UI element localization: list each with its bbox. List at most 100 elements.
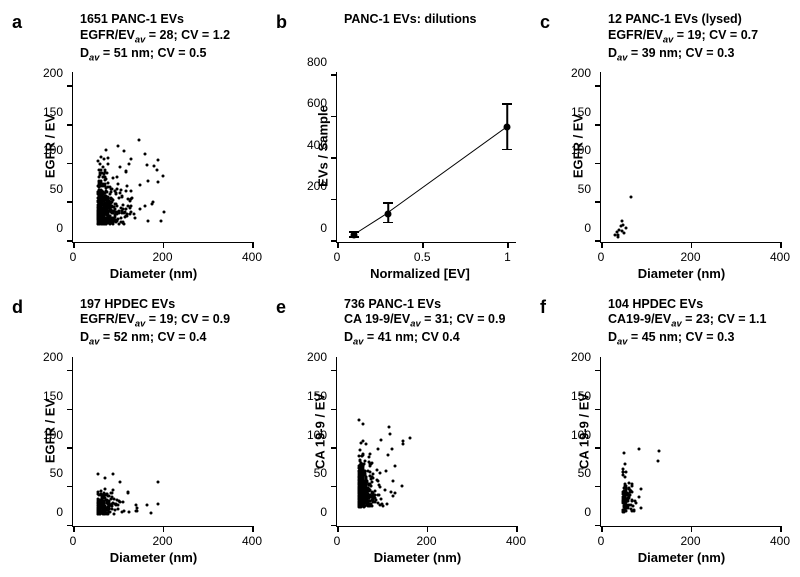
panel-letter: a (12, 12, 22, 33)
panel-title: 197 HPDEC EVsEGFR/EVav = 19; CV = 0.9Dav… (80, 297, 258, 349)
plot-area: 0200400050100150200 (600, 357, 780, 528)
data-point (624, 226, 627, 229)
data-point (106, 172, 109, 175)
y-tick-label: 50 (50, 466, 63, 480)
data-point (125, 189, 128, 192)
data-point (623, 452, 626, 455)
data-point (138, 139, 141, 142)
x-tick-label: 0 (334, 534, 341, 548)
data-point (371, 461, 374, 464)
data-point (388, 432, 391, 435)
data-point (367, 489, 370, 492)
data-point (100, 207, 103, 210)
data-point (106, 182, 109, 185)
data-point (631, 490, 634, 493)
y-tick-label: 200 (571, 66, 591, 80)
x-tick-label: 0 (70, 250, 77, 264)
data-point (639, 488, 642, 491)
plot-area: 0200400050100150200 (72, 72, 252, 243)
data-point (101, 191, 104, 194)
data-point (367, 495, 370, 498)
data-point (631, 483, 634, 486)
data-point (103, 182, 106, 185)
data-point (146, 219, 149, 222)
data-point (103, 508, 106, 511)
y-tick-label: 200 (307, 350, 327, 364)
data-point (358, 419, 361, 422)
data-point (143, 153, 146, 156)
data-point (132, 213, 135, 216)
data-point (109, 217, 112, 220)
data-point (378, 504, 381, 507)
data-point (101, 498, 104, 501)
data-point (368, 474, 371, 477)
data-point (368, 465, 371, 468)
data-point (117, 218, 120, 221)
data-point (394, 465, 397, 468)
data-point (102, 222, 105, 225)
data-point (367, 456, 370, 459)
data-point (110, 206, 113, 209)
data-point (373, 490, 376, 493)
data-point (145, 504, 148, 507)
data-point (98, 172, 101, 175)
panel-d: d 197 HPDEC EVsEGFR/EVav = 19; CV = 0.9Da… (10, 295, 262, 568)
data-point (378, 486, 381, 489)
data-marker (504, 124, 511, 131)
data-point (106, 202, 109, 205)
y-axis-label: EVs / Sample (315, 105, 330, 187)
data-point (135, 510, 138, 513)
data-point (135, 503, 138, 506)
data-point (402, 443, 405, 446)
y-tick-label: 0 (56, 505, 63, 519)
data-point (621, 219, 624, 222)
x-axis-label: Diameter (nm) (110, 266, 197, 281)
data-point (634, 499, 637, 502)
data-point (97, 189, 100, 192)
data-point (112, 223, 115, 226)
data-point (103, 476, 106, 479)
data-point (377, 448, 380, 451)
data-point (100, 156, 103, 159)
data-point (392, 494, 395, 497)
error-cap (383, 202, 393, 204)
panel-b: bPANC-1 EVs: dilutions00.510200400600800… (274, 10, 526, 283)
data-point (630, 499, 633, 502)
plot-area: 0200400050100150200 (72, 357, 252, 528)
data-point (380, 498, 383, 501)
data-point (361, 423, 364, 426)
data-point (358, 485, 361, 488)
data-point (366, 470, 369, 473)
error-cap (502, 149, 512, 151)
data-point (623, 489, 626, 492)
data-point (379, 472, 382, 475)
data-point (97, 472, 100, 475)
data-point (360, 502, 363, 505)
x-tick-label: 0.5 (414, 250, 431, 264)
data-marker (385, 210, 392, 217)
y-axis-label: EGFR / EV (571, 114, 586, 178)
data-point (362, 439, 365, 442)
data-point (138, 207, 141, 210)
data-point (150, 511, 153, 514)
data-point (111, 177, 114, 180)
x-axis-label: Diameter (nm) (638, 550, 725, 565)
data-point (117, 183, 120, 186)
data-point (359, 474, 362, 477)
data-point (96, 497, 99, 500)
x-tick-label: 200 (416, 534, 436, 548)
data-point (408, 437, 411, 440)
data-point (623, 475, 626, 478)
panel-letter: d (12, 297, 23, 318)
data-point (157, 180, 160, 183)
data-point (105, 195, 108, 198)
data-point (118, 165, 121, 168)
x-tick-label: 0 (334, 250, 341, 264)
y-tick-label: 0 (584, 505, 591, 519)
y-tick-label: 200 (571, 350, 591, 364)
data-point (386, 453, 389, 456)
y-tick-label: 800 (307, 55, 327, 69)
data-point (113, 509, 116, 512)
data-point (112, 472, 115, 475)
data-point (109, 197, 112, 200)
